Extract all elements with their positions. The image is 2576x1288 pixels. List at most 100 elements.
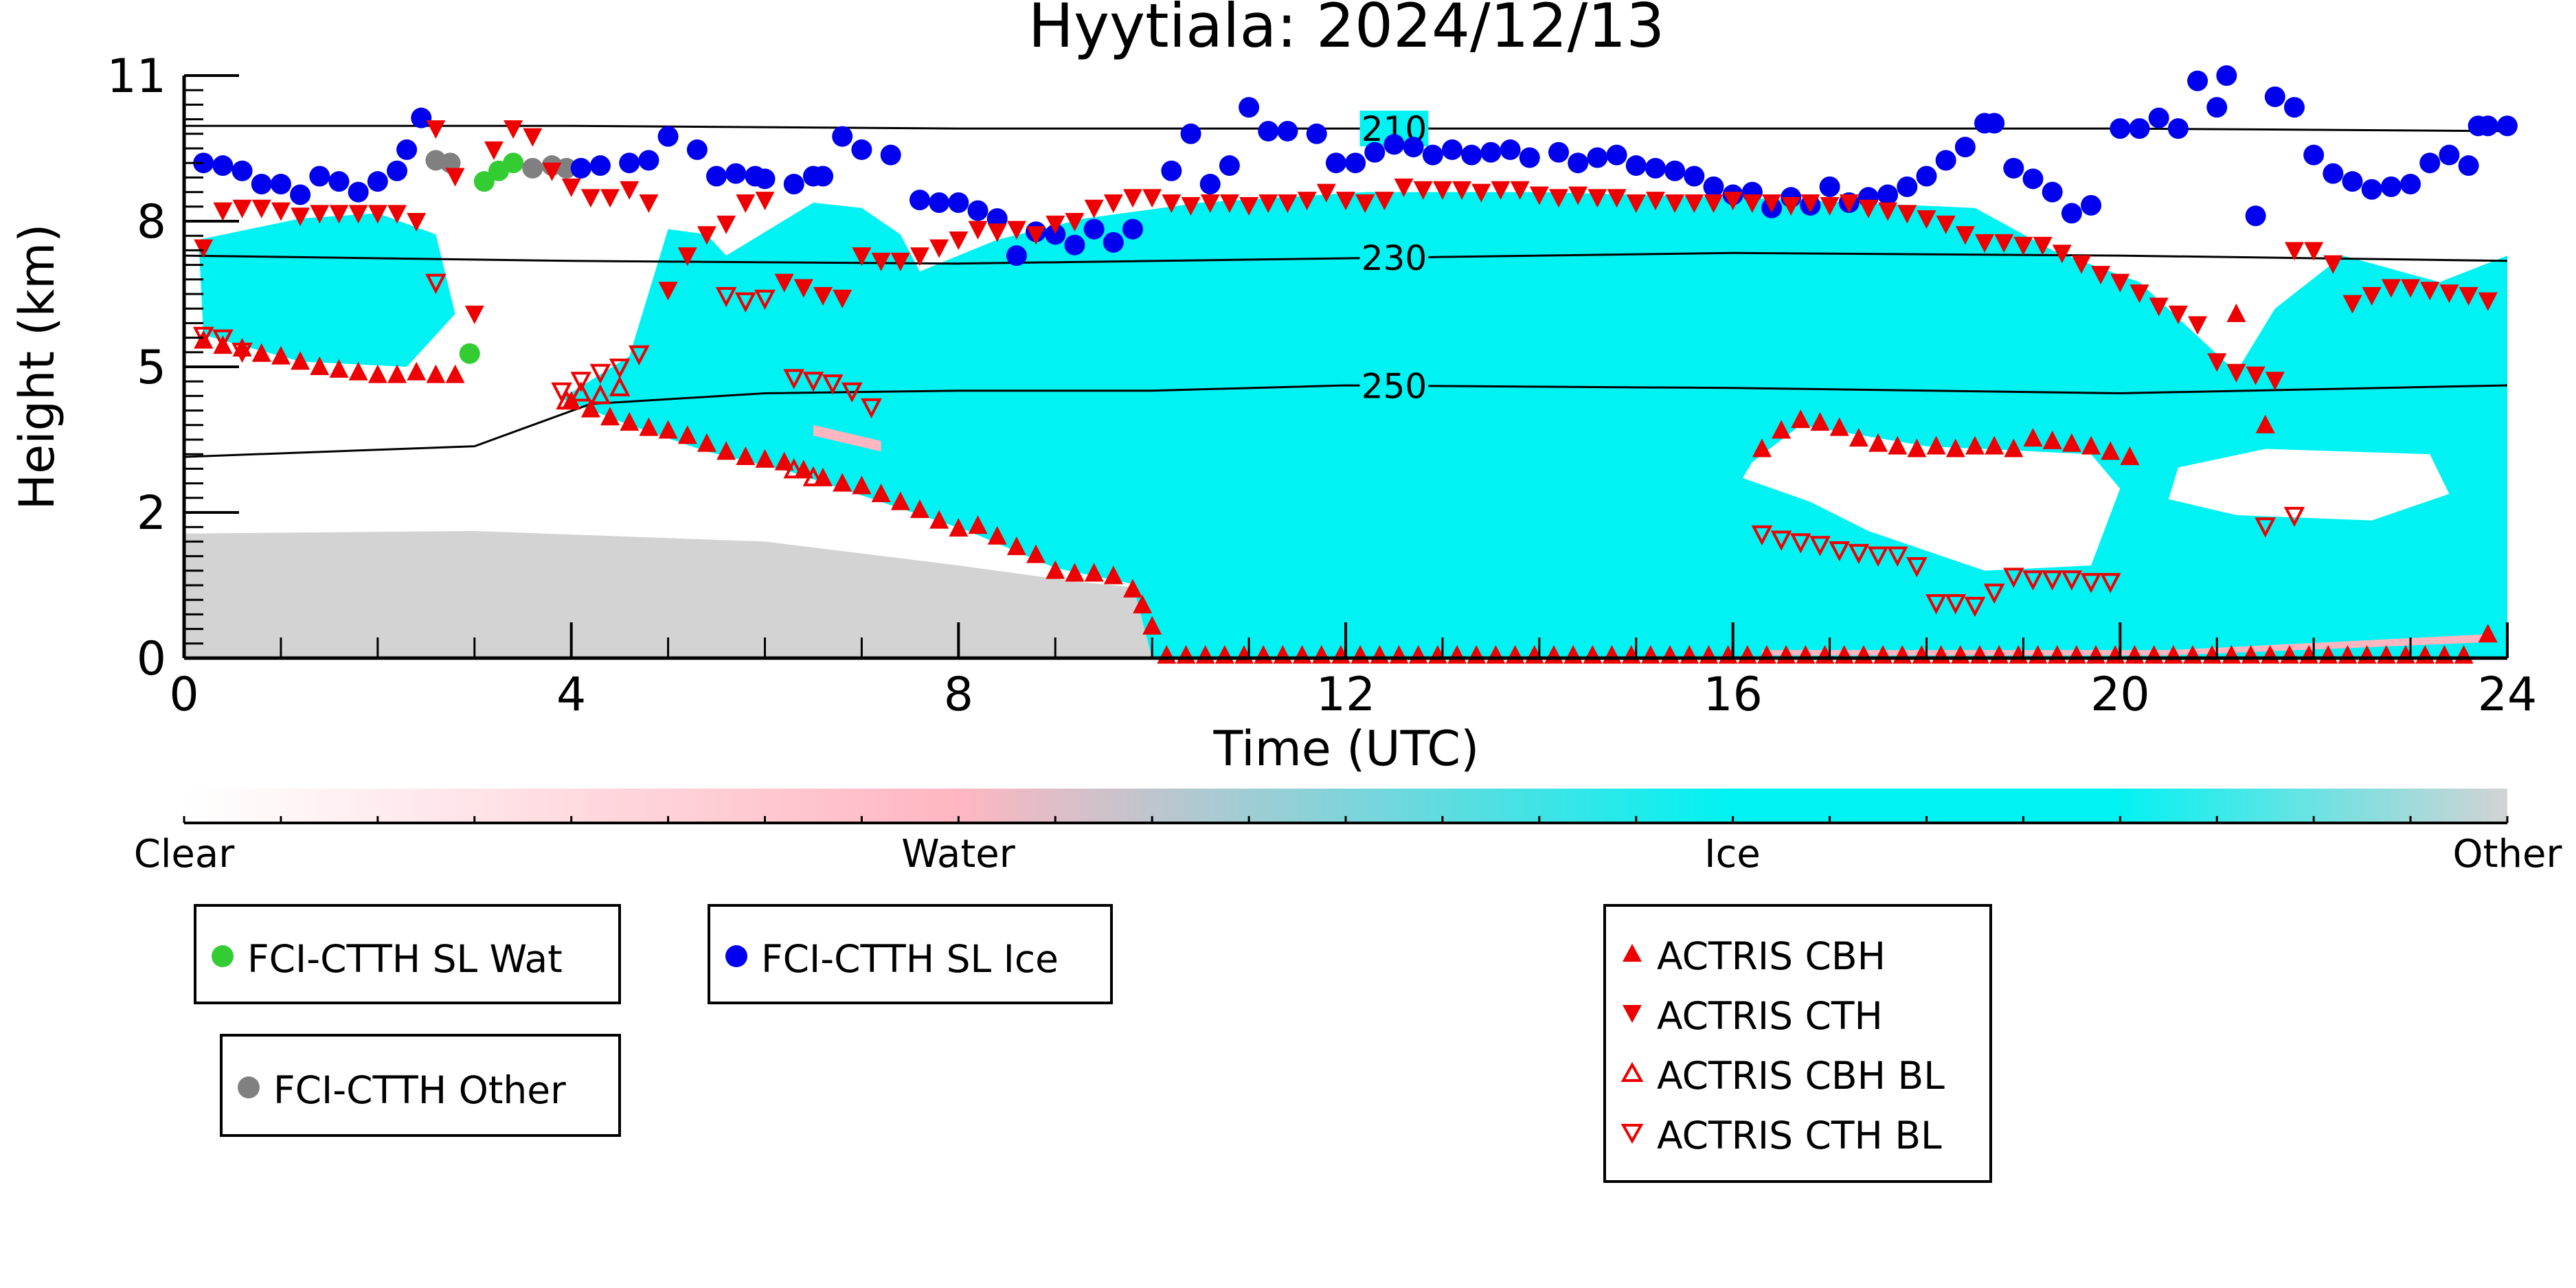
- data-point: [589, 363, 611, 385]
- legend-label: ACTRIS CBH BL: [1657, 1054, 1945, 1098]
- data-point: [1103, 194, 1123, 214]
- colorbar-label-water: Water: [901, 832, 1016, 877]
- data-point: [1868, 433, 1888, 452]
- data-point: [1916, 166, 1937, 187]
- data-point: [2188, 316, 2208, 335]
- data-point: [2071, 255, 2091, 274]
- data-point: [2226, 363, 2246, 383]
- data-point: [1026, 226, 1046, 245]
- data-point: [348, 181, 369, 203]
- data-point: [2081, 194, 2102, 216]
- data-point: [783, 369, 805, 389]
- legend-label: ACTRIS CTH BL: [1657, 1114, 1942, 1157]
- data-point: [1607, 189, 1627, 208]
- data-point: [2013, 236, 2033, 256]
- data-point: [1084, 563, 1104, 582]
- data-point: [1925, 594, 1947, 615]
- contour-label-bg: [1359, 240, 1429, 275]
- data-point: [1975, 234, 1995, 253]
- data-point: [1723, 192, 1743, 211]
- data-point: [212, 155, 234, 177]
- data-point: [1897, 205, 1917, 224]
- legend-entry-fci-wat: FCI-CTTH SL Wat: [196, 926, 618, 986]
- legend-label: ACTRIS CTH: [1657, 994, 1883, 1038]
- data-point: [445, 168, 465, 187]
- data-point: [890, 252, 910, 271]
- data-point: [2120, 447, 2140, 466]
- data-point: [348, 361, 368, 381]
- data-point: [551, 382, 572, 403]
- data-point: [459, 343, 480, 364]
- data-point: [1606, 144, 1627, 166]
- data-point: [948, 192, 969, 214]
- data-point: [2342, 171, 2363, 192]
- data-point: [2216, 65, 2237, 86]
- data-point: [735, 292, 756, 313]
- data-point: [1180, 123, 1201, 144]
- data-point: [2362, 286, 2382, 306]
- data-point: [1046, 215, 1065, 234]
- x-tick-label: 16: [1703, 668, 1763, 722]
- data-point: [1867, 546, 1889, 567]
- data-point: [2187, 70, 2208, 91]
- legend-label: FCI-CTTH Other: [273, 1068, 566, 1112]
- data-point: [2467, 115, 2489, 137]
- data-point: [1790, 533, 1811, 554]
- data-point: [271, 346, 291, 365]
- data-point: [407, 361, 427, 381]
- data-point: [2033, 236, 2053, 256]
- data-point: [2459, 286, 2478, 306]
- legend-label: FCI-CTTH SL Ice: [761, 937, 1059, 981]
- data-point: [1529, 186, 1549, 205]
- data-point: [2255, 414, 2275, 433]
- data-point: [638, 150, 659, 171]
- colorbar-label-other: Other: [2452, 832, 2562, 877]
- phase-region-other: [184, 531, 1153, 658]
- data-point: [1810, 411, 1830, 431]
- data-point: [2226, 303, 2246, 322]
- data-point: [1954, 137, 1976, 158]
- data-point: [1829, 541, 1850, 562]
- data-point: [2264, 86, 2285, 107]
- data-point: [1306, 123, 1327, 144]
- colorbar-label-clear: Clear: [134, 832, 235, 877]
- data-point: [2420, 282, 2440, 301]
- data-point: [213, 202, 233, 221]
- data-point: [852, 247, 872, 267]
- data-point: [2497, 115, 2518, 137]
- data-point: [2323, 255, 2343, 274]
- data-point: [1935, 150, 1956, 171]
- phase-region-water: [1761, 634, 2488, 656]
- data-point: [231, 160, 253, 181]
- data-point: [1403, 137, 1424, 158]
- data-point: [657, 126, 679, 147]
- data-point: [736, 194, 756, 214]
- data-point: [1375, 192, 1394, 211]
- data-point: [2478, 292, 2498, 311]
- data-point: [1064, 234, 1085, 256]
- data-point: [426, 364, 446, 383]
- data-point: [600, 189, 620, 208]
- data-point: [232, 199, 252, 218]
- data-point: [1684, 194, 1704, 214]
- data-point: [1519, 147, 1540, 168]
- data-point: [2042, 181, 2063, 203]
- data-point: [774, 273, 794, 293]
- data-point: [503, 152, 524, 174]
- data-point: [1751, 525, 1773, 546]
- y-tick-label: 0: [137, 632, 166, 686]
- data-point: [523, 128, 543, 147]
- data-point: [600, 407, 620, 426]
- data-point: [1219, 155, 1240, 177]
- data-point: [851, 139, 872, 160]
- data-point: [1162, 194, 1182, 214]
- x-tick-label: 12: [1316, 668, 1376, 722]
- data-point: [1413, 181, 1433, 200]
- data-point: [1422, 144, 1443, 166]
- data-point: [2419, 152, 2441, 174]
- data-point: [445, 364, 465, 383]
- data-point: [1336, 192, 1355, 211]
- data-point: [1703, 176, 1724, 197]
- data-point: [484, 141, 504, 160]
